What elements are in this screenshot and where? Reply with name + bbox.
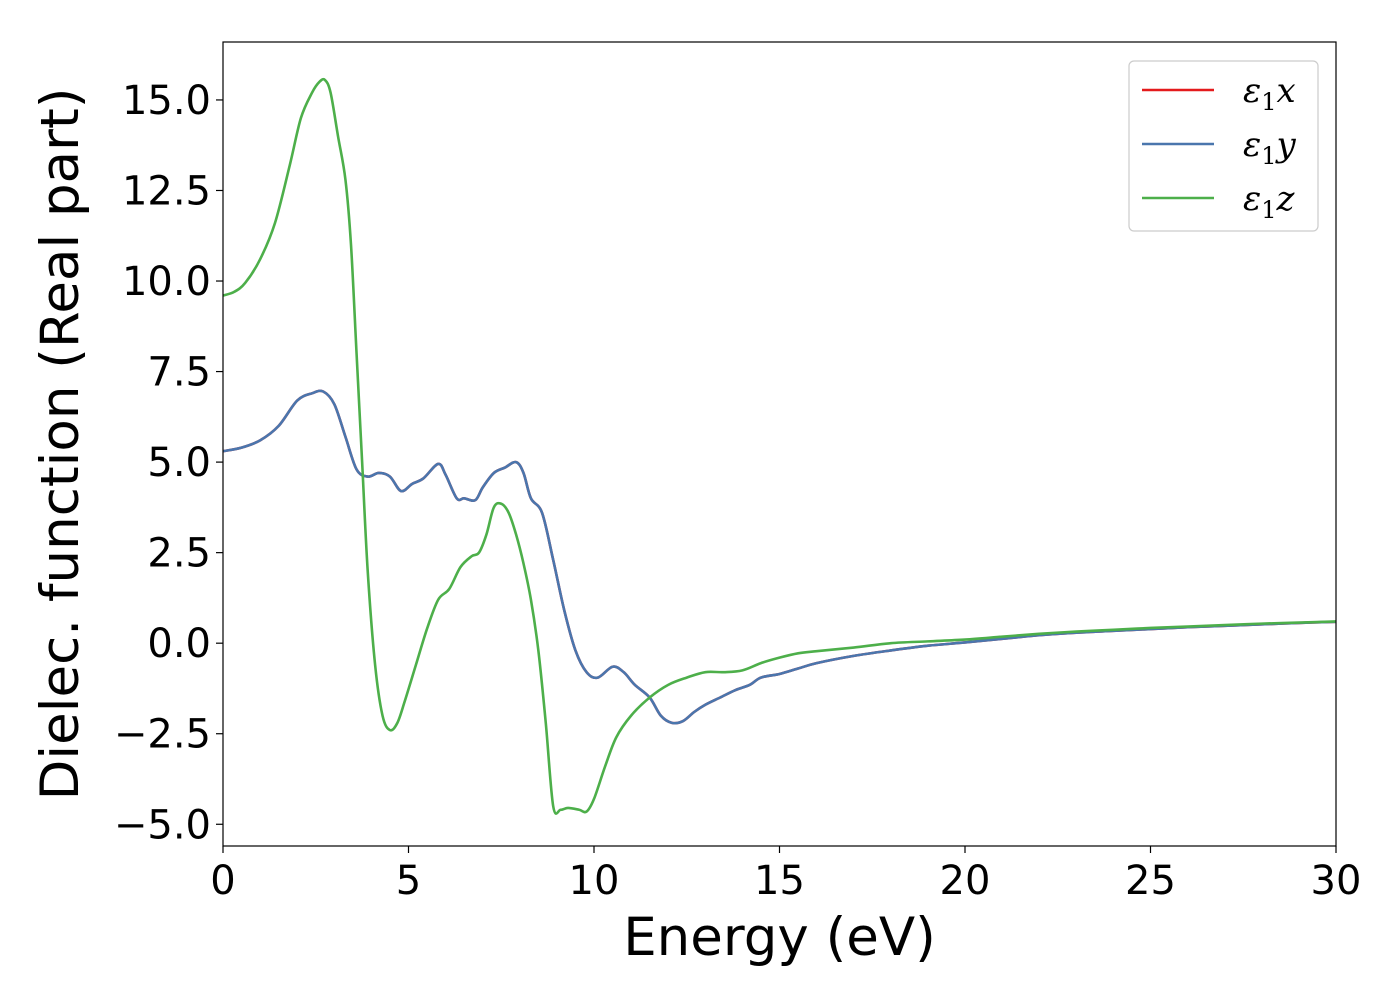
series-line-z (223, 77, 1336, 815)
legend-label-z: ε1z (1243, 179, 1296, 224)
x-tick-label: 25 (1125, 858, 1176, 904)
legend-subscript: 1 (1261, 196, 1276, 224)
y-tick-label: 12.5 (122, 168, 211, 214)
x-tick-label: 30 (1311, 858, 1362, 904)
y-axis-ticks: −5.0 −2.5 0.0 2.5 5.0 7.5 10.0 12.5 15.0 (114, 78, 223, 848)
x-tick-label: 15 (754, 858, 805, 904)
y-tick-label: 7.5 (147, 350, 211, 396)
y-tick-label: 2.5 (147, 531, 211, 577)
legend-symbol: ε (1243, 179, 1261, 219)
legend-component: y (1275, 125, 1297, 165)
x-axis-title: Energy (eV) (623, 907, 936, 968)
x-tick-label: 10 (569, 858, 620, 904)
x-axis-ticks: 0 5 10 15 20 25 30 (210, 846, 1361, 904)
legend-symbol: ε (1243, 71, 1261, 111)
plot-frame (222, 41, 1337, 847)
y-tick-label: −2.5 (114, 712, 211, 758)
legend-subscript: 1 (1261, 142, 1276, 170)
legend-component: x (1277, 71, 1296, 111)
y-tick-label: 15.0 (122, 78, 211, 124)
legend-subscript: 1 (1261, 88, 1276, 116)
legend-label-y: ε1y (1243, 125, 1297, 170)
x-tick-label: 0 (210, 858, 235, 904)
x-tick-label: 5 (396, 858, 421, 904)
legend-symbol: ε (1243, 125, 1261, 165)
series-layer (223, 77, 1336, 815)
x-tick-label: 20 (940, 858, 991, 904)
y-tick-label: 0.0 (147, 621, 211, 667)
legend-box (1128, 60, 1319, 232)
series-line-y (223, 389, 1336, 725)
y-axis-title: Dielec. function (Real part) (30, 88, 91, 801)
y-tick-label: 10.0 (122, 259, 211, 305)
legend-label-x: ε1x (1243, 71, 1296, 116)
y-tick-label: 5.0 (147, 440, 211, 486)
y-tick-label: −5.0 (114, 802, 211, 848)
legend-component: z (1276, 179, 1296, 219)
